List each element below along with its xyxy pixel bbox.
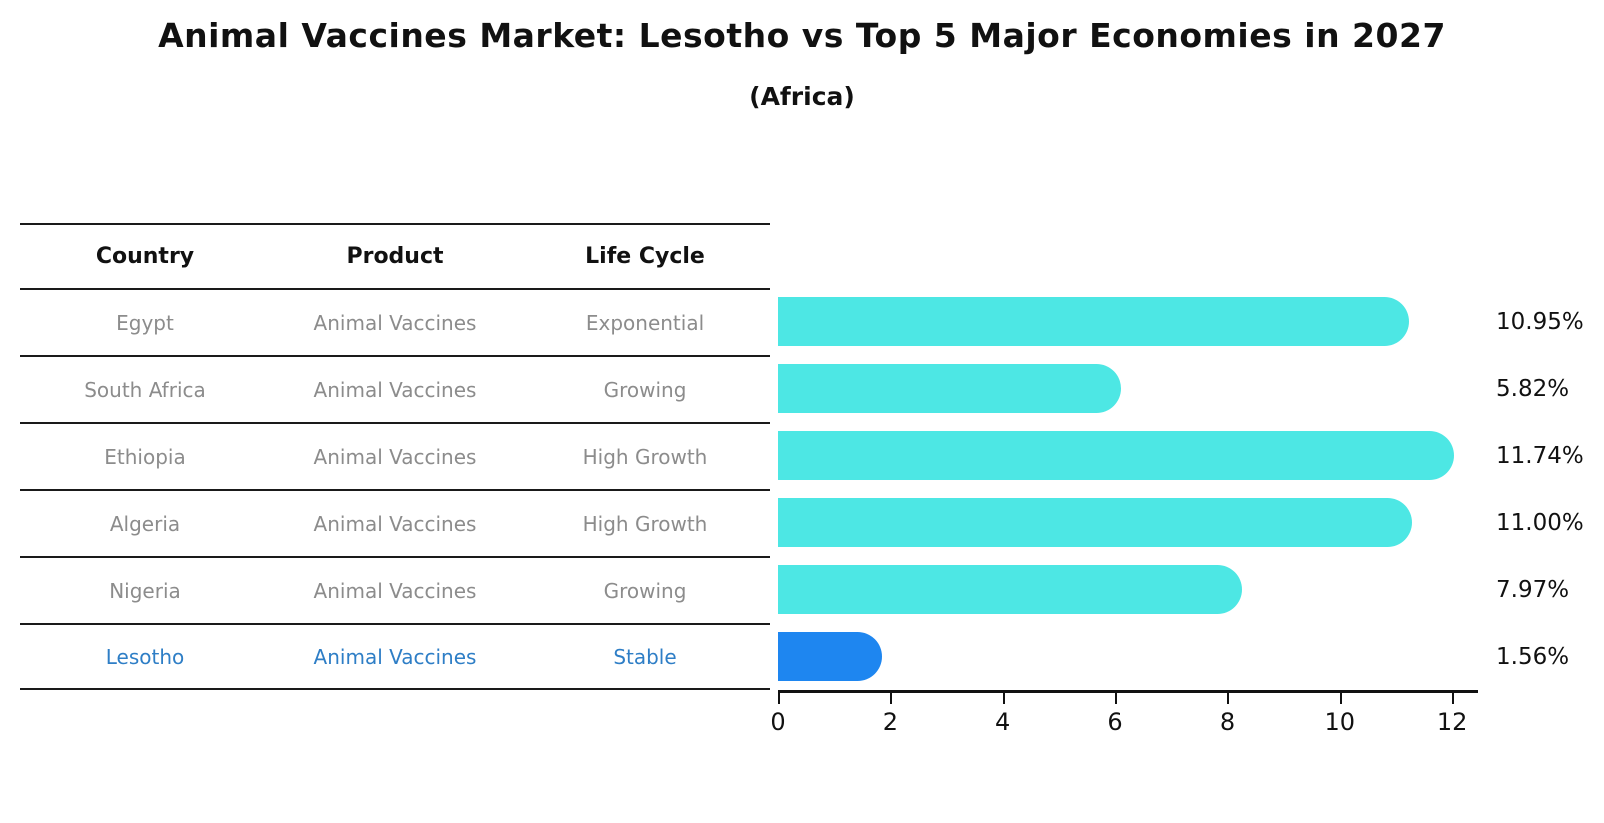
table-row-cells: Ethiopia Animal Vaccines High Growth [20, 422, 770, 489]
bar-value-label: 11.74% [1496, 442, 1584, 469]
table-header: Country Product Life Cycle [20, 223, 770, 288]
x-axis-tick [890, 693, 893, 704]
table-row-cells: Egypt Animal Vaccines Exponential [20, 288, 770, 355]
table-and-bars: Country Product Life Cycle Egypt Animal V… [20, 223, 1584, 736]
bar-track [778, 556, 1478, 623]
bar-nigeria [778, 565, 1242, 614]
bar-south-africa [778, 364, 1121, 413]
x-axis: 0 2 4 6 8 10 12 [770, 690, 1478, 736]
bar-value-label: 10.95% [1496, 308, 1584, 335]
table-row-cells: Nigeria Animal Vaccines Growing [20, 556, 770, 623]
life-cycle-cell: High Growth [582, 511, 708, 536]
column-header-life-cycle: Life Cycle [585, 244, 705, 269]
bar-track [778, 623, 1478, 690]
country-cell: Ethiopia [104, 444, 186, 469]
bar-ethiopia [778, 431, 1454, 480]
country-cell: Algeria [109, 511, 181, 536]
bar-value-label: 1.56% [1496, 643, 1570, 670]
bar-track [778, 355, 1478, 422]
product-cell: Animal Vaccines [313, 310, 477, 335]
x-axis-tick [778, 693, 780, 704]
x-axis-tick-label: 10 [1324, 708, 1356, 736]
life-cycle-cell: Growing [603, 377, 687, 402]
product-cell: Animal Vaccines [313, 444, 477, 469]
product-cell: Animal Vaccines [313, 511, 477, 536]
x-axis-tick [1002, 693, 1005, 704]
bar-lesotho [778, 632, 882, 681]
plot-header-spacer [778, 223, 1478, 288]
life-cycle-cell: Exponential [585, 310, 705, 335]
x-axis-tick-label: 4 [995, 708, 1011, 736]
x-axis-tick-label: 0 [770, 708, 786, 736]
country-cell: Lesotho [105, 644, 185, 669]
table-row-algeria: Algeria Animal Vaccines High Growth 11.00% [20, 489, 1584, 556]
table-rows: Egypt Animal Vaccines Exponential 10.95% Sou… [20, 288, 1584, 690]
x-axis-tick-label: 6 [1107, 708, 1123, 736]
x-axis-tick [1339, 693, 1342, 704]
bar-egypt [778, 297, 1410, 346]
chart-subtitle: (Africa) [749, 82, 855, 111]
country-cell: Nigeria [109, 578, 181, 603]
life-cycle-cell: High Growth [582, 444, 708, 469]
country-cell: Egypt [116, 310, 174, 335]
bar-value-label: 11.00% [1496, 509, 1584, 536]
product-cell: Animal Vaccines [313, 578, 477, 603]
table-row-nigeria: Nigeria Animal Vaccines Growing 7.97% [20, 556, 1584, 623]
table-header-row: Country Product Life Cycle [20, 223, 1584, 288]
product-cell: Animal Vaccines [313, 644, 477, 669]
table-row-lesotho: Lesotho Animal Vaccines Stable 1.56% [20, 623, 1584, 690]
table-row-south-africa: South Africa Animal Vaccines Growing 5.82% [20, 355, 1584, 422]
x-axis-tick [1115, 693, 1118, 704]
x-axis-tick-label: 8 [1219, 708, 1236, 736]
bar-track [778, 489, 1478, 556]
column-header-country: Country [95, 244, 195, 269]
life-cycle-cell: Stable [613, 644, 677, 669]
x-axis-tick [1227, 693, 1230, 704]
table-row-ethiopia: Ethiopia Animal Vaccines High Growth 11.74% [20, 422, 1584, 489]
table-row-cells: Lesotho Animal Vaccines Stable [20, 623, 770, 690]
product-cell: Animal Vaccines [313, 377, 477, 402]
bar-value-label: 7.97% [1496, 576, 1570, 603]
bar-algeria [778, 498, 1412, 547]
bar-track [778, 288, 1478, 355]
bar-value-label: 5.82% [1496, 375, 1570, 402]
bar-track [778, 422, 1478, 489]
x-axis-tick [1452, 693, 1455, 704]
table-row-egypt: Egypt Animal Vaccines Exponential 10.95% [20, 288, 1584, 355]
column-header-product: Product [346, 244, 444, 269]
chart-title: Animal Vaccines Market: Lesotho vs Top 5… [158, 16, 1446, 55]
x-axis-tick-label: 12 [1436, 708, 1468, 736]
x-axis-tick-label: 2 [882, 708, 898, 736]
table-row-cells: Algeria Animal Vaccines High Growth [20, 489, 770, 556]
life-cycle-cell: Growing [603, 578, 687, 603]
country-cell: South Africa [84, 377, 206, 402]
table-row-cells: South Africa Animal Vaccines Growing [20, 355, 770, 422]
